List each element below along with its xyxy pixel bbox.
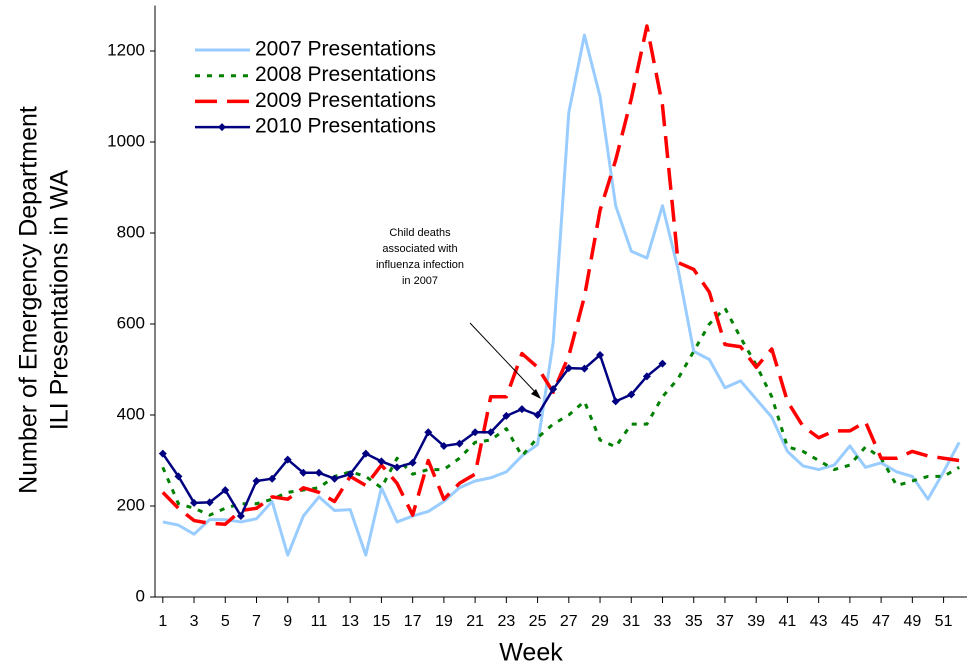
annotation: associated with bbox=[382, 243, 457, 255]
point-marker bbox=[533, 411, 542, 419]
point-marker bbox=[268, 474, 277, 483]
x-tick-label: 3 bbox=[190, 613, 199, 630]
annotation-arrowhead bbox=[531, 389, 541, 399]
y-tick-label: 1000 bbox=[107, 131, 145, 150]
point-marker bbox=[502, 411, 511, 420]
y-tick-label: 1200 bbox=[107, 40, 145, 59]
x-tick-label: 47 bbox=[872, 613, 890, 630]
x-tick-label: 51 bbox=[935, 613, 953, 630]
x-tick-label: 9 bbox=[283, 613, 292, 630]
point-marker bbox=[174, 472, 183, 481]
x-tick-label: 19 bbox=[435, 613, 453, 630]
point-marker bbox=[580, 364, 589, 373]
x-tick-label: 1 bbox=[158, 613, 167, 630]
x-tick-label: 29 bbox=[591, 613, 609, 630]
annotation: influenza infection bbox=[376, 259, 464, 271]
series-line bbox=[161, 353, 664, 518]
point-marker bbox=[564, 364, 573, 373]
x-tick-label: 31 bbox=[622, 613, 640, 630]
point-marker bbox=[611, 397, 620, 406]
point-marker bbox=[549, 385, 558, 394]
y-tick-label: 200 bbox=[117, 495, 145, 514]
point-marker bbox=[471, 428, 480, 437]
x-tick-label: 15 bbox=[373, 613, 391, 630]
point-marker bbox=[408, 458, 417, 467]
point-marker bbox=[658, 359, 667, 368]
point-marker bbox=[596, 350, 605, 359]
y-tick-label: 600 bbox=[117, 313, 145, 332]
series-line bbox=[161, 24, 960, 526]
point-marker bbox=[158, 449, 167, 458]
x-tick-label: 21 bbox=[466, 613, 484, 630]
series-line bbox=[162, 33, 961, 557]
x-tick-label: 37 bbox=[716, 613, 734, 630]
point-marker bbox=[517, 405, 526, 414]
x-tick-label: 45 bbox=[841, 613, 859, 630]
x-tick-label: 33 bbox=[654, 613, 672, 630]
point-marker bbox=[486, 428, 495, 437]
point-marker bbox=[377, 457, 386, 466]
point-marker bbox=[330, 474, 339, 483]
x-tick-label: 11 bbox=[311, 613, 328, 630]
x-tick-label: 27 bbox=[560, 613, 578, 630]
y-axis-label: Number of Emergency Department bbox=[15, 106, 43, 494]
legend-label: 2007 Presentations bbox=[255, 38, 436, 61]
legend-label: 2010 Presentations bbox=[255, 115, 436, 138]
point-marker bbox=[627, 390, 636, 399]
point-marker bbox=[299, 468, 308, 477]
y-tick-label: 400 bbox=[117, 404, 145, 423]
series-line bbox=[161, 306, 960, 517]
legend-label: 2009 Presentations bbox=[255, 89, 436, 112]
point-marker bbox=[424, 428, 433, 437]
annotation: in 2007 bbox=[402, 275, 438, 287]
point-marker bbox=[252, 476, 261, 485]
y-tick-label: 800 bbox=[117, 222, 145, 241]
legend-label: 2008 Presentations bbox=[255, 63, 436, 86]
x-tick-label: 39 bbox=[747, 613, 765, 630]
annotation-arrow bbox=[469, 322, 539, 396]
legend-marker bbox=[218, 123, 226, 132]
x-tick-label: 17 bbox=[404, 613, 422, 630]
point-marker bbox=[361, 449, 370, 458]
point-marker bbox=[346, 470, 355, 479]
point-marker bbox=[205, 498, 214, 507]
x-axis-label: Week bbox=[499, 639, 563, 667]
point-marker bbox=[642, 372, 651, 381]
x-tick-label: 41 bbox=[779, 613, 797, 630]
point-marker bbox=[314, 468, 323, 477]
point-marker bbox=[283, 455, 292, 464]
x-tick-label: 49 bbox=[903, 613, 921, 630]
y-axis-label: ILI Presentations in WA bbox=[46, 170, 74, 431]
x-tick-label: 7 bbox=[252, 613, 261, 630]
x-tick-label: 23 bbox=[497, 613, 515, 630]
x-tick-label: 25 bbox=[529, 613, 547, 630]
x-tick-label: 13 bbox=[341, 613, 359, 630]
point-marker bbox=[439, 441, 448, 450]
point-marker bbox=[190, 498, 199, 507]
point-marker bbox=[393, 463, 402, 472]
point-marker bbox=[221, 486, 230, 495]
point-marker bbox=[455, 439, 464, 448]
x-tick-label: 5 bbox=[221, 613, 230, 630]
annotation: Child deaths bbox=[389, 227, 451, 239]
y-tick-label: 0 bbox=[136, 586, 145, 605]
point-marker bbox=[236, 512, 245, 521]
x-tick-label: 43 bbox=[810, 613, 828, 630]
x-tick-label: 35 bbox=[685, 613, 703, 630]
